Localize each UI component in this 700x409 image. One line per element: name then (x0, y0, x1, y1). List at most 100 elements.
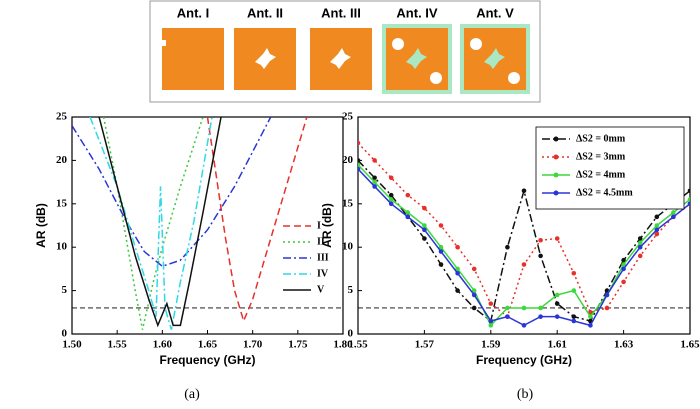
x-tick-label: 1.55 (108, 339, 128, 351)
legend-label: ΔS2 = 4.5mm (576, 187, 633, 198)
x-tick-label: 1.65 (198, 339, 218, 351)
data-point (604, 305, 610, 311)
data-point (538, 253, 543, 259)
data-point (358, 166, 361, 172)
antenna-label: Ant. I (177, 5, 210, 20)
data-point (388, 192, 394, 198)
data-point (471, 292, 477, 298)
series-line (98, 117, 222, 328)
x-axis-label: Frequency (GHz) (159, 353, 255, 367)
y-tick-label: 20 (56, 154, 68, 166)
antenna-icons (162, 24, 530, 94)
y-tick-label: 10 (56, 241, 68, 253)
y-tick-label: 25 (342, 111, 354, 123)
data-point (654, 227, 660, 233)
data-point (455, 244, 460, 250)
antenna-icon (460, 24, 530, 94)
x-tick-label: 1.50 (62, 339, 82, 351)
data-point (538, 314, 543, 319)
data-point (521, 262, 527, 267)
legend-marker (553, 154, 559, 160)
data-point (358, 140, 361, 146)
x-tick-label: 1.60 (153, 339, 173, 351)
legend-label: ΔS2 = 4mm (576, 169, 626, 180)
y-tick-label: 0 (62, 328, 68, 340)
legend-box (535, 126, 685, 210)
data-point (571, 288, 577, 293)
data-point (405, 210, 411, 215)
data-point (455, 270, 460, 276)
data-point (471, 266, 477, 272)
data-point (358, 158, 361, 163)
plot-frame (71, 116, 344, 335)
data-point (422, 236, 427, 241)
data-point (654, 223, 660, 228)
data-point (372, 158, 377, 163)
antenna-icon (234, 28, 296, 90)
data-point (388, 175, 394, 181)
y-tick-label: 20 (342, 154, 354, 166)
x-tick-label: 1.57 (415, 339, 435, 351)
data-point (405, 214, 411, 220)
y-axis-label: AR (dB) (34, 203, 48, 248)
data-point (604, 292, 610, 298)
data-point (388, 197, 394, 202)
data-point (621, 279, 626, 285)
data-point (372, 179, 377, 185)
legend-label: I (317, 220, 321, 231)
data-point (438, 223, 444, 228)
antenna-icon (310, 28, 372, 90)
data-point (505, 244, 510, 250)
data-point (488, 323, 494, 328)
x-tick-label: 1.70 (243, 339, 263, 351)
data-point (422, 227, 427, 233)
y-tick-label: 5 (348, 284, 354, 296)
data-point (621, 257, 626, 263)
x-tick-label: 1.75 (288, 339, 308, 351)
data-point (455, 266, 460, 272)
data-point (488, 301, 494, 306)
data-point (405, 192, 411, 198)
data-point (488, 318, 494, 324)
y-tick-label: 5 (62, 284, 68, 296)
data-point (571, 314, 577, 319)
legend-label: II (317, 236, 325, 247)
legend-label: IV (317, 268, 329, 279)
data-point (571, 318, 577, 324)
data-point (521, 305, 527, 311)
data-point (654, 214, 660, 220)
data-point (521, 188, 527, 194)
data-point (438, 262, 444, 267)
legend-label: III (317, 252, 329, 263)
x-tick-label: 1.65 (680, 339, 700, 351)
data-point (471, 288, 477, 293)
x-tick-label: 1.80 (333, 339, 353, 351)
data-point (438, 244, 444, 250)
data-point (422, 205, 427, 211)
data-point (588, 314, 593, 319)
data-point (637, 236, 643, 241)
y-tick-label: 15 (56, 197, 68, 209)
y-tick-label: 0 (348, 328, 354, 340)
data-point (571, 270, 577, 276)
antenna-icon (162, 28, 224, 90)
data-point (654, 231, 660, 237)
data-point (621, 262, 626, 267)
y-axis-label: AR (dB) (320, 203, 334, 248)
data-point (521, 323, 527, 328)
data-point (372, 184, 377, 189)
data-point (687, 188, 690, 194)
data-point (505, 305, 510, 311)
data-point (687, 201, 690, 207)
legend-marker (553, 136, 559, 142)
legend-marker (553, 190, 559, 196)
series-line (206, 117, 308, 324)
data-point (637, 253, 643, 259)
legend-label: ΔS2 = 0mm (576, 133, 626, 144)
data-point (471, 305, 477, 311)
data-point (422, 223, 427, 228)
data-point (588, 323, 593, 328)
data-point (687, 197, 690, 202)
data-point (455, 288, 460, 293)
